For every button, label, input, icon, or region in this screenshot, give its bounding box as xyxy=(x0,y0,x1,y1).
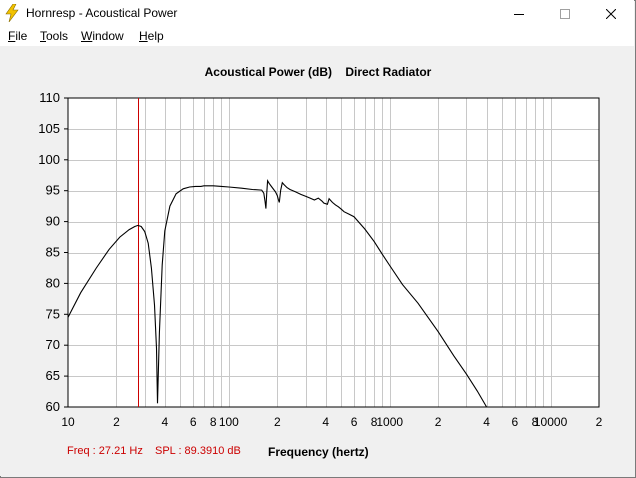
acoustical-power-chart[interactable]: Acoustical Power (dB) Direct Radiator 60… xyxy=(0,46,636,446)
y-axis-ticks: 60 65 70 75 80 85 90 95 100 105 110 xyxy=(38,90,68,414)
y-tick-label: 75 xyxy=(46,306,60,321)
y-tick-label: 95 xyxy=(46,183,60,198)
x-tick-label: 100 xyxy=(219,415,239,429)
y-tick-label: 65 xyxy=(46,368,60,383)
y-tick-label: 90 xyxy=(46,214,60,229)
menu-file[interactable]: File xyxy=(8,29,28,43)
x-tick-label: 6 xyxy=(190,415,197,429)
x-tick-label: 1000 xyxy=(376,415,403,429)
close-button[interactable] xyxy=(588,0,634,27)
x-tick-label: 2 xyxy=(596,415,603,429)
x-tick-label: 4 xyxy=(483,415,490,429)
x-tick-label: 2 xyxy=(274,415,281,429)
y-tick-label: 70 xyxy=(46,337,60,352)
x-tick-label: 6 xyxy=(351,415,358,429)
series-line xyxy=(67,179,488,408)
menu-help[interactable]: Help xyxy=(139,29,164,43)
x-tick-label: 4 xyxy=(162,415,169,429)
chart-title: Acoustical Power (dB) Direct Radiator xyxy=(205,65,432,79)
x-tick-label: 8 xyxy=(532,415,539,429)
maximize-icon xyxy=(560,8,570,19)
minimize-button[interactable] xyxy=(496,0,542,27)
y-tick-label: 85 xyxy=(46,245,60,260)
x-tick-label: 8 xyxy=(210,415,217,429)
y-tick-label: 100 xyxy=(38,152,60,167)
x-tick-label: 6 xyxy=(512,415,519,429)
frequency-readout: Freq : 27.21 Hz xyxy=(67,445,143,457)
x-tick-label: 10000 xyxy=(534,415,568,429)
menu-tools[interactable]: Tools xyxy=(40,29,69,43)
window-title: Hornresp - Acoustical Power xyxy=(26,6,178,20)
x-axis-title: Frequency (hertz) xyxy=(268,445,369,459)
spl-readout: SPL : 89.3910 dB xyxy=(155,445,241,457)
y-tick-label: 60 xyxy=(46,399,60,414)
x-tick-label: 8 xyxy=(371,415,378,429)
lightning-bolt-icon xyxy=(5,4,19,22)
y-tick-label: 110 xyxy=(39,90,60,105)
title-bar[interactable]: Hornresp - Acoustical Power xyxy=(0,0,634,27)
plot-background xyxy=(68,98,599,407)
x-tick-label: 10 xyxy=(61,415,75,429)
close-icon xyxy=(606,8,616,19)
menu-window[interactable]: Window xyxy=(81,29,124,43)
maximize-button[interactable] xyxy=(542,0,588,27)
grid-lines xyxy=(68,98,599,407)
y-tick-label: 105 xyxy=(38,121,60,136)
x-tick-label: 2 xyxy=(113,415,120,429)
x-tick-label: 4 xyxy=(322,415,329,429)
minimize-icon xyxy=(514,13,524,15)
x-tick-label: 2 xyxy=(435,415,442,429)
y-tick-label: 80 xyxy=(46,275,60,290)
menu-bar: File Tools Window Help xyxy=(0,27,634,46)
